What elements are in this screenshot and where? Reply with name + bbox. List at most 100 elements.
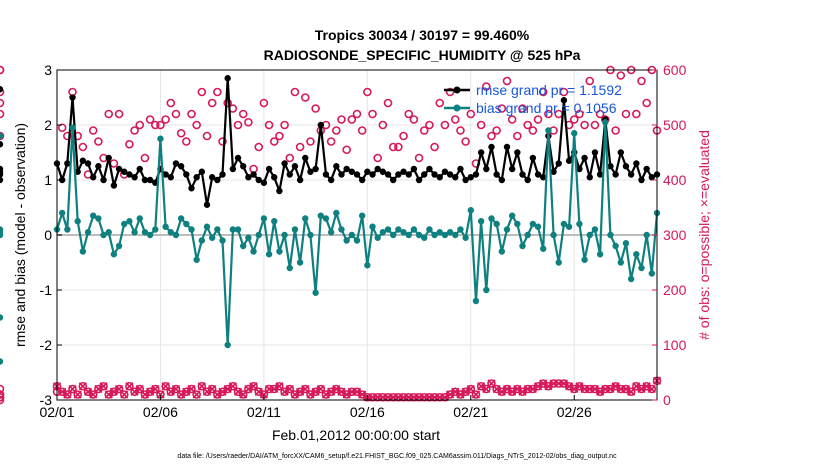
bias-point xyxy=(100,231,107,239)
rmse-point xyxy=(105,154,112,162)
rmse-point xyxy=(276,187,283,195)
obs-evaluated-circle xyxy=(523,384,532,394)
obs-possible-marker xyxy=(295,142,305,152)
bias-point xyxy=(208,234,216,241)
obs-evaluated-circle xyxy=(409,392,419,402)
bias-point xyxy=(421,234,428,241)
footnote: data file: /Users/raeder/DAI/ATM_forcXX/… xyxy=(177,453,617,460)
obs-evaluated-circle xyxy=(275,381,284,391)
bias-point xyxy=(384,226,392,233)
obs-possible-marker xyxy=(575,109,584,119)
rmse-point xyxy=(312,165,319,173)
obs-possible-marker xyxy=(435,98,445,108)
obs-evaluated-circle xyxy=(192,390,201,399)
obs-possible-marker xyxy=(585,76,595,86)
obs-evaluated-circle xyxy=(373,392,382,402)
obs-possible-marker xyxy=(130,126,139,135)
rmse-point xyxy=(131,174,138,181)
rmse-point xyxy=(327,176,335,184)
bias-point xyxy=(519,242,526,250)
rmse-point xyxy=(431,171,438,178)
bias-point xyxy=(405,231,412,239)
obs-possible-marker xyxy=(140,153,150,163)
obs-possible-marker xyxy=(114,109,124,119)
rmse-point xyxy=(214,176,221,184)
obs-possible-marker xyxy=(244,117,253,127)
left-y-axis-label: rmse and bias (model - observation) xyxy=(12,123,28,347)
x-tick-label: 02/01 xyxy=(39,404,74,420)
bias-point xyxy=(472,297,480,305)
bias-point xyxy=(441,231,449,239)
obs-possible-marker xyxy=(311,104,320,113)
obs-evaluated-circle xyxy=(647,384,657,394)
legend: rmse grand pr = 1.1592 bias grand pr = 0… xyxy=(444,82,622,116)
bias-point xyxy=(638,264,645,272)
obs-evaluated-circle xyxy=(430,392,439,402)
left-y-tick-label: -2 xyxy=(40,337,53,353)
bias-point xyxy=(0,226,4,233)
obs-possible-marker xyxy=(466,109,476,119)
x-tick-label: 02/16 xyxy=(350,404,385,420)
obs-evaluated-circle xyxy=(78,381,88,391)
obs-evaluated-circle xyxy=(414,392,424,402)
bias-point xyxy=(312,289,319,296)
obs-possible-marker xyxy=(363,87,372,97)
obs-possible-marker xyxy=(0,65,5,75)
bias-point xyxy=(379,229,387,236)
rmse-point xyxy=(493,171,500,178)
rmse-point xyxy=(586,174,593,181)
rmse-point xyxy=(245,174,252,181)
obs-possible-marker xyxy=(197,87,207,97)
rmse-point xyxy=(291,163,299,170)
obs-possible-marker xyxy=(176,128,186,138)
legend-rmse-label: rmse grand pr = 1.1592 xyxy=(476,82,622,98)
rmse-point xyxy=(167,174,174,181)
bias-point xyxy=(514,220,521,228)
bias-point xyxy=(95,215,102,222)
rmse-point xyxy=(208,174,216,181)
bias-point xyxy=(457,226,464,233)
rmse-point xyxy=(302,154,309,162)
bias-point xyxy=(131,229,138,236)
chart-title-line1: Tropics 30034 / 30197 = 99.460% xyxy=(315,27,530,43)
obs-evaluated-circle xyxy=(549,379,558,388)
bias-point xyxy=(136,215,143,222)
rmse-point xyxy=(565,157,573,164)
rmse-point xyxy=(576,165,583,173)
obs-evaluated-circle xyxy=(228,381,238,391)
obs-possible-marker xyxy=(621,109,631,119)
obs-evaluated-circle xyxy=(394,392,403,402)
obs-evaluated-circle xyxy=(300,384,310,394)
obs-evaluated-circle xyxy=(316,384,326,394)
obs-possible-marker xyxy=(150,120,160,130)
bias-point xyxy=(426,226,433,233)
rmse-point xyxy=(0,176,4,184)
rmse-point xyxy=(100,176,107,184)
rmse-point xyxy=(503,143,511,151)
bias-point xyxy=(234,226,242,233)
obs-possible-marker xyxy=(104,109,114,119)
bias-point xyxy=(648,270,656,277)
bias-point xyxy=(410,226,418,233)
obs-evaluated-circle xyxy=(388,392,398,402)
bias-point xyxy=(146,231,154,239)
bias-point xyxy=(265,251,273,258)
obs-possible-marker xyxy=(94,137,103,146)
rmse-point xyxy=(384,171,392,178)
rmse-point xyxy=(633,160,640,167)
bias-point xyxy=(322,215,330,222)
obs-evaluated-circle xyxy=(466,384,476,394)
bias-point xyxy=(271,218,278,225)
obs-possible-marker xyxy=(161,115,170,124)
obs-possible-marker xyxy=(171,109,181,119)
bias-point xyxy=(596,251,604,258)
bias-point xyxy=(333,209,340,217)
bias-point xyxy=(555,259,562,266)
obs-possible-marker xyxy=(518,104,527,113)
rmse-point xyxy=(296,176,304,184)
bias-point xyxy=(503,226,511,233)
obs-possible-marker xyxy=(409,115,419,124)
rmse-point xyxy=(0,86,4,93)
rmse-point xyxy=(141,176,149,184)
bias-point xyxy=(203,223,211,230)
